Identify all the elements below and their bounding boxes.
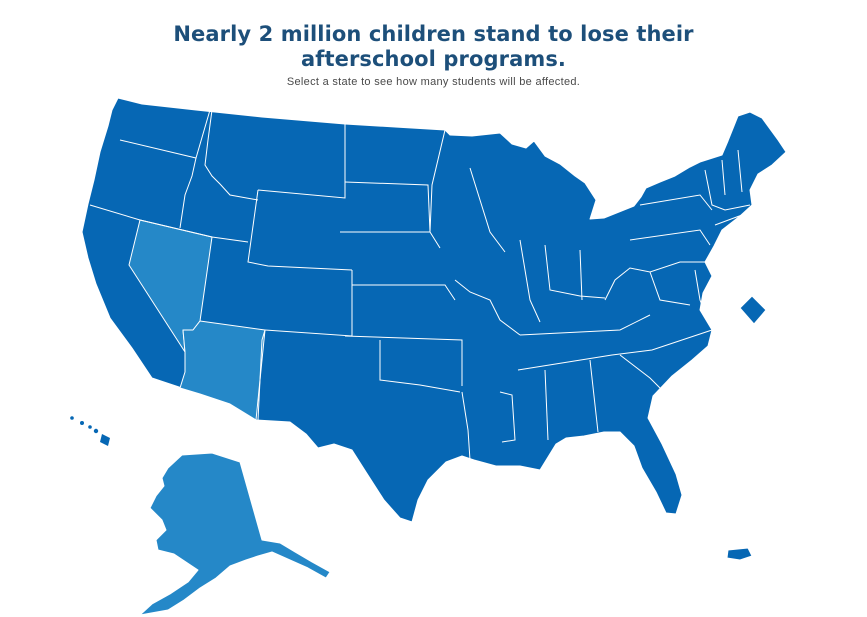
hawaii-island-big[interactable]	[100, 434, 110, 446]
state-dc[interactable]	[739, 295, 767, 325]
state-hawaii[interactable]	[70, 416, 110, 446]
hawaii-island-kauai[interactable]	[70, 416, 74, 420]
hawaii-island-maui[interactable]	[93, 428, 99, 434]
territory-puerto-rico[interactable]	[726, 547, 753, 561]
page-subtitle: Select a state to see how many students …	[286, 76, 581, 88]
page-title: Nearly 2 million children stand to lose …	[173, 22, 694, 71]
state-alaska[interactable]	[139, 452, 331, 616]
header: Nearly 2 million children stand to lose …	[0, 0, 867, 88]
hawaii-island-molokai[interactable]	[88, 425, 92, 429]
state-arizona[interactable]	[179, 320, 266, 421]
hawaii-island-oahu[interactable]	[80, 421, 84, 425]
